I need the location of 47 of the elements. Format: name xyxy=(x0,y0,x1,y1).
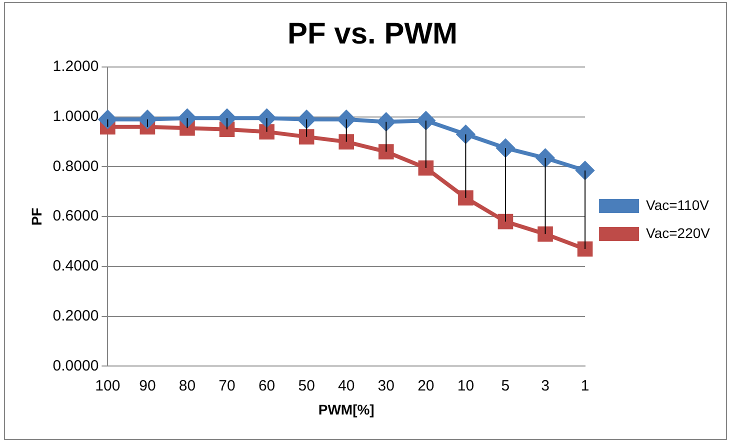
point xyxy=(98,110,117,128)
point xyxy=(298,129,314,144)
x-tick-label: 80 xyxy=(178,377,196,394)
point xyxy=(536,149,554,168)
chart-title: PF vs. PWM xyxy=(287,17,458,50)
point xyxy=(456,125,475,144)
x-axis-title: PWM[%] xyxy=(318,401,374,418)
point xyxy=(378,144,394,160)
point xyxy=(178,109,196,128)
x-tick-label: 30 xyxy=(378,377,394,394)
point xyxy=(258,109,276,128)
point xyxy=(418,160,434,176)
x-tick-label: 100 xyxy=(95,377,120,394)
point xyxy=(259,124,274,140)
x-tick-label: 60 xyxy=(258,377,276,394)
point xyxy=(458,190,474,206)
x-tick-label: 1 xyxy=(580,377,590,394)
y-tick-label: 0.2000 xyxy=(52,307,99,324)
y-tick-label: 0.4000 xyxy=(52,258,99,275)
y-tick-label: 0.0000 xyxy=(52,357,99,374)
y-tick-label: 0.8000 xyxy=(52,158,99,175)
point xyxy=(498,214,514,230)
x-tick-label: 40 xyxy=(338,377,355,394)
x-tick-label: 20 xyxy=(418,377,434,394)
point xyxy=(538,226,553,242)
point xyxy=(218,109,236,128)
x-tick-label: 90 xyxy=(139,377,156,394)
legend-label: Vac=220V xyxy=(646,224,711,241)
point xyxy=(577,241,593,257)
point xyxy=(298,110,316,128)
point xyxy=(337,110,356,128)
y-axis-title: PF xyxy=(28,207,44,226)
point xyxy=(576,161,594,180)
point xyxy=(377,112,396,131)
y-tick-label: 0.6000 xyxy=(52,208,99,225)
x-tick-label: 50 xyxy=(298,377,315,394)
x-tick-label: 3 xyxy=(541,377,550,394)
point xyxy=(416,112,435,130)
point xyxy=(496,139,514,158)
legend-label: Vac=110V xyxy=(646,196,710,213)
point xyxy=(138,110,156,128)
x-tick-label: 10 xyxy=(457,377,474,394)
y-tick-label: 1.2000 xyxy=(52,58,99,76)
x-tick-label: 70 xyxy=(218,377,236,394)
y-tick-label: 1.0000 xyxy=(52,108,99,126)
x-tick-label: 5 xyxy=(501,377,510,394)
point xyxy=(338,134,354,150)
